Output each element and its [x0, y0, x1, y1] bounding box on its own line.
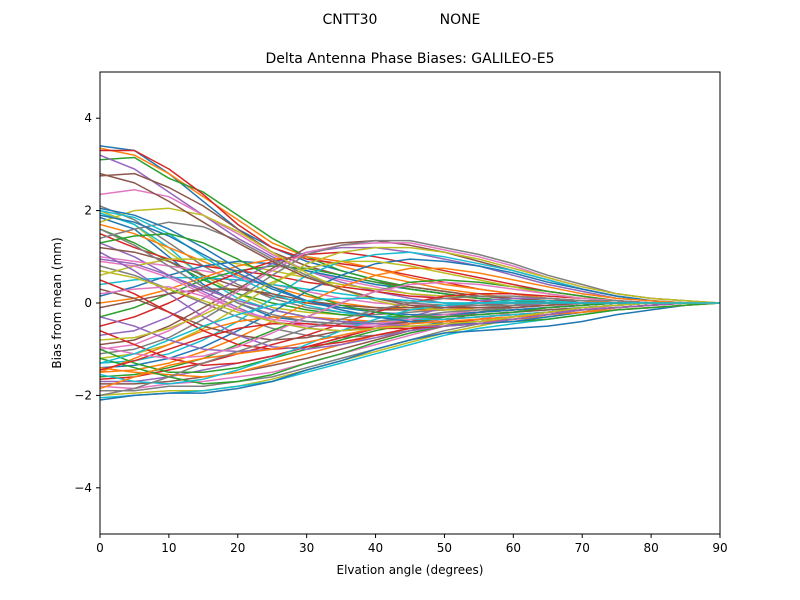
- series-line-s31: [100, 258, 720, 369]
- series-line-s53: [100, 302, 720, 385]
- series-line-s32: [100, 267, 720, 374]
- x-axis: 0 10 20 30 40 50 60 70 80 90: [96, 534, 728, 555]
- x-tick-label: 80: [643, 541, 658, 555]
- x-tick-label: 0: [96, 541, 104, 555]
- series-line-s69: [100, 269, 720, 332]
- series-line-s70: [100, 297, 720, 364]
- series-line-s29: [100, 246, 720, 360]
- x-tick-label: 60: [506, 541, 521, 555]
- y-tick-label: 0: [84, 296, 92, 310]
- x-axis-label: Elvation angle (degrees): [337, 563, 484, 577]
- figure-suptitle-left: CNTT30: [323, 12, 378, 28]
- series-line-s41: [100, 302, 720, 401]
- y-tick-label: 2: [84, 204, 92, 218]
- y-tick-label: −4: [74, 481, 92, 495]
- x-tick-label: 10: [161, 541, 176, 555]
- series-line-s68: [100, 295, 720, 397]
- x-tick-label: 70: [575, 541, 590, 555]
- chart-title: Delta Antenna Phase Biases: GALILEO-E5: [265, 51, 554, 67]
- y-tick-label: 4: [84, 111, 92, 125]
- y-axis-label: Bias from mean (mm): [50, 237, 64, 368]
- y-axis: −4 −2 0 2 4: [74, 111, 100, 495]
- y-tick-label: −2: [74, 388, 92, 402]
- figure-suptitle-right: NONE: [440, 12, 481, 28]
- x-tick-label: 20: [230, 541, 245, 555]
- series-layer: [100, 145, 720, 401]
- x-tick-label: 40: [368, 541, 383, 555]
- x-tick-label: 90: [712, 541, 727, 555]
- x-tick-label: 30: [299, 541, 314, 555]
- x-tick-label: 50: [437, 541, 452, 555]
